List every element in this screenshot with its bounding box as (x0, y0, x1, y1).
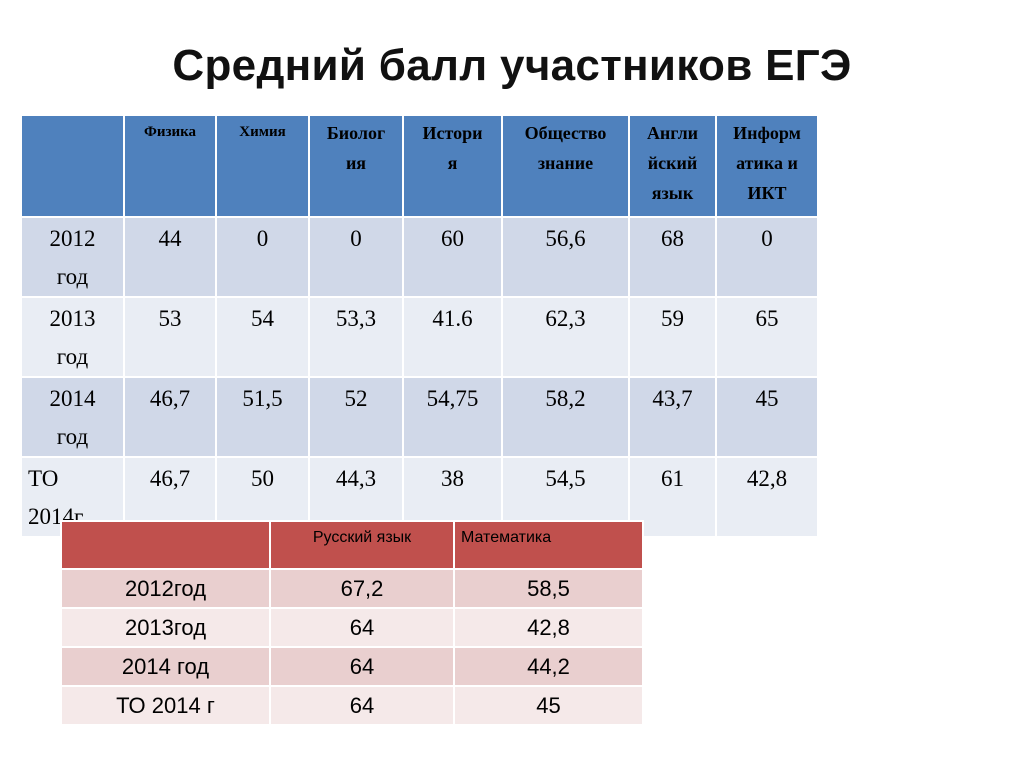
table-cell: 41.6 (402, 296, 503, 378)
table-header-row: Физика Химия Биолог ия Истори я Общество зн… (20, 114, 819, 218)
table-header-row: Русский язык Математика (60, 520, 644, 570)
table-row-2012: 2012год 67,2 58,5 (60, 568, 644, 609)
table-cell: 46,7 (123, 376, 217, 458)
table-cell: 43,7 (628, 376, 717, 458)
row-label: 2012год (60, 568, 271, 609)
table-cell: 64 (269, 685, 455, 726)
slide-title: Средний балл участников ЕГЭ (172, 41, 852, 90)
row-label: 2014 год (60, 646, 271, 687)
table-cell: 64 (269, 607, 455, 648)
row-label: ТО 2014 г (60, 685, 271, 726)
column-header-chemistry: Химия (215, 114, 310, 218)
table-cell: 68 (628, 216, 717, 298)
table-cell: 0 (715, 216, 819, 298)
table-row-2014: 2014 год 46,7 51,5 52 54,75 58,2 43,7 45 (20, 376, 819, 458)
scores-table-required: Русский язык Математика 2012год 67,2 58,… (60, 520, 644, 726)
table-row-2013: 2013год 64 42,8 (60, 607, 644, 648)
table-cell: 58,2 (501, 376, 630, 458)
table-cell: 44,2 (453, 646, 644, 687)
column-header-english: Англи йский язык (628, 114, 717, 218)
table-cell: 59 (628, 296, 717, 378)
table-row-2014: 2014 год 64 44,2 (60, 646, 644, 687)
table-cell: 61 (628, 456, 717, 538)
table-cell: 52 (308, 376, 404, 458)
table-corner-cell (60, 520, 271, 570)
table-cell: 54,75 (402, 376, 503, 458)
column-header-biology: Биолог ия (308, 114, 404, 218)
table-cell: 44 (123, 216, 217, 298)
table-cell: 62,3 (501, 296, 630, 378)
table-cell: 42,8 (453, 607, 644, 648)
table-cell: 45 (453, 685, 644, 726)
table-cell: 60 (402, 216, 503, 298)
table-cell: 0 (308, 216, 404, 298)
column-header-physics: Физика (123, 114, 217, 218)
table-cell: 51,5 (215, 376, 310, 458)
table-cell: 58,5 (453, 568, 644, 609)
table-cell: 65 (715, 296, 819, 378)
table-cell: 54 (215, 296, 310, 378)
table-row-2013: 2013 год 53 54 53,3 41.6 62,3 59 65 (20, 296, 819, 378)
column-header-russian: Русский язык (269, 520, 455, 570)
table-cell: 42,8 (715, 456, 819, 538)
table-corner-cell (20, 114, 125, 218)
scores-table-subjects: Физика Химия Биолог ия Истори я Общество зн… (20, 114, 819, 538)
column-header-social-studies: Общество знание (501, 114, 630, 218)
table-row-2012: 2012 год 44 0 0 60 56,6 68 0 (20, 216, 819, 298)
table-cell: 67,2 (269, 568, 455, 609)
table-row-to-2014: ТО 2014 г 64 45 (60, 685, 644, 726)
table-cell: 53,3 (308, 296, 404, 378)
table-cell: 64 (269, 646, 455, 687)
table-cell: 45 (715, 376, 819, 458)
table-cell: 56,6 (501, 216, 630, 298)
row-label: 2014 год (20, 376, 125, 458)
table-cell: 0 (215, 216, 310, 298)
table-cell: 53 (123, 296, 217, 378)
column-header-math: Математика (453, 520, 644, 570)
row-label: 2013год (60, 607, 271, 648)
column-header-informatics: Информ атика и ИКТ (715, 114, 819, 218)
column-header-history: Истори я (402, 114, 503, 218)
